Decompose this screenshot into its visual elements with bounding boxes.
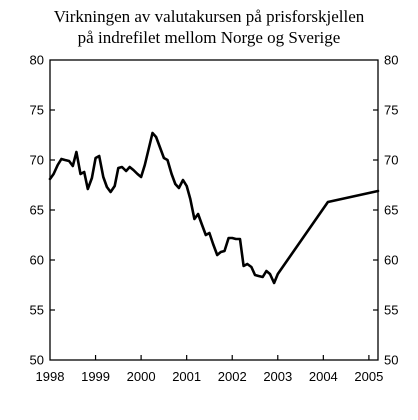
y-tick-label-left: 55 [30, 303, 44, 318]
y-tick-label-right: 60 [384, 253, 398, 268]
chart-title-line-2: på indrefilet mellom Norge og Sverige [77, 28, 341, 47]
series-line [48, 131, 380, 285]
y-tick-label-left: 65 [30, 203, 44, 218]
x-tick-label: 2001 [172, 369, 201, 384]
series-layer [48, 131, 380, 285]
chart-title: Virkningen av valutakursen på prisforskj… [0, 6, 418, 48]
y-tick-label-left: 60 [30, 253, 44, 268]
right-y-tick-labels: 50 55 60 65 70 75 80 [384, 53, 398, 368]
y-tick-label-left: 70 [30, 153, 44, 168]
x-tick-label: 2003 [263, 369, 292, 384]
y-tick-label-right: 65 [384, 203, 398, 218]
y-tick-label-right: 50 [384, 353, 398, 368]
left-y-tick-labels: 50 55 60 65 70 75 80 [30, 53, 44, 368]
x-ticks [94, 355, 370, 360]
x-tick-labels: 1998 1999 2000 2001 2002 2003 2004 2005 [36, 369, 384, 384]
y-tick-label-right: 75 [384, 103, 398, 118]
x-tick-label: 2004 [309, 369, 338, 384]
x-tick-label: 1998 [36, 369, 65, 384]
y-tick-label-right: 80 [384, 53, 398, 68]
x-tick-label: 2002 [218, 369, 247, 384]
x-tick-label: 2000 [127, 369, 156, 384]
y-tick-label-left: 75 [30, 103, 44, 118]
y-tick-label-right: 55 [384, 303, 398, 318]
y-tick-label-left: 80 [30, 53, 44, 68]
y-tick-label-right: 70 [384, 153, 398, 168]
x-tick-label: 2005 [354, 369, 383, 384]
plot-frame [49, 59, 379, 361]
y-tick-label-left: 50 [30, 353, 44, 368]
right-y-ticks [373, 109, 378, 311]
x-tick-label: 1999 [81, 369, 110, 384]
chart-title-line-1: Virkningen av valutakursen på prisforskj… [53, 7, 365, 26]
left-y-ticks [50, 109, 55, 311]
